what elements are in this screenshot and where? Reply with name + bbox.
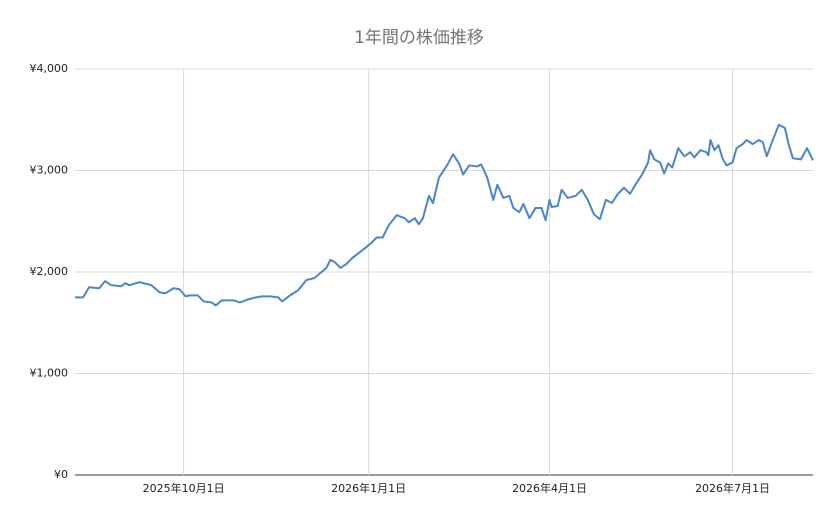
y-tick-label: ¥0 [54, 468, 68, 481]
line [75, 123, 814, 307]
x-tick-label: 2026年1月1日 [331, 481, 406, 495]
x-tick-label: 2025年10月1日 [143, 481, 225, 495]
chart-title: 1年間の株価推移 [354, 28, 484, 48]
y-tick-label: ¥3,000 [30, 164, 69, 177]
y-tick-label: ¥2,000 [30, 265, 69, 278]
y-tick-label: ¥1,000 [30, 367, 69, 380]
x-tick-label: 2026年4月1日 [512, 481, 587, 495]
x-tick-label: 2026年7月1日 [695, 481, 770, 495]
y-tick-label: ¥4,000 [30, 62, 69, 75]
